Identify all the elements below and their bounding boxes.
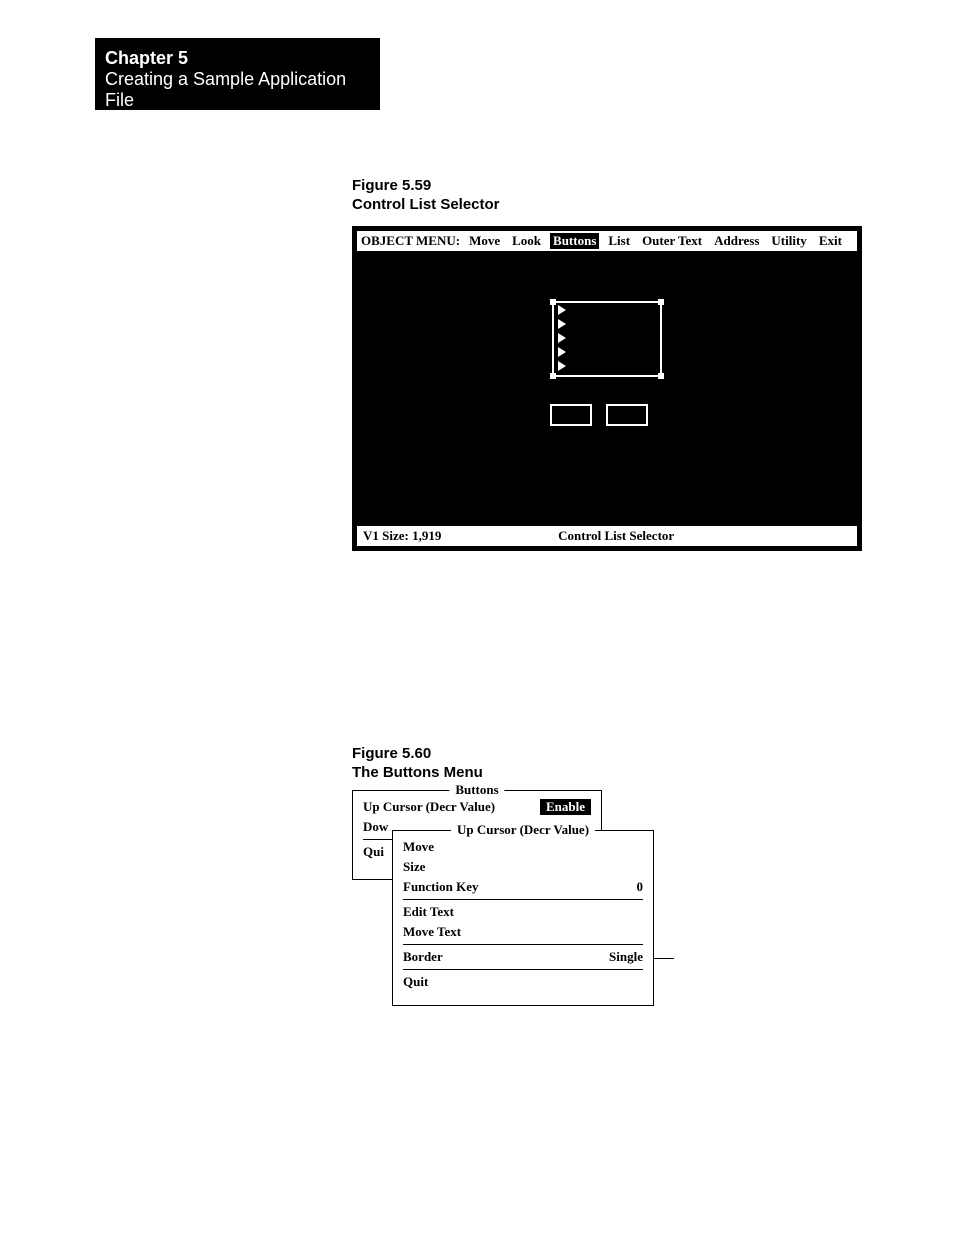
chapter-title: Creating a Sample Application File bbox=[105, 69, 370, 111]
list-selector-box[interactable] bbox=[552, 301, 662, 377]
figure-59-caption: Figure 5.59 Control List Selector bbox=[352, 177, 500, 215]
popup-title: Up Cursor (Decr Value) bbox=[451, 822, 595, 838]
status-center: Control List Selector bbox=[441, 528, 791, 544]
control-list-selector-screen: OBJECT MENU: Move Look Buttons List Oute… bbox=[352, 226, 862, 551]
popup-quit[interactable]: Quit bbox=[393, 972, 653, 992]
row-label: Dow bbox=[363, 819, 388, 835]
popup-row[interactable]: Size bbox=[393, 857, 653, 877]
resize-handle[interactable] bbox=[550, 373, 556, 379]
menu-item-exit[interactable]: Exit bbox=[816, 233, 845, 249]
menu-item-address[interactable]: Address bbox=[711, 233, 762, 249]
row-label: Function Key bbox=[403, 879, 478, 895]
divider bbox=[403, 969, 643, 970]
figure-title: Control List Selector bbox=[352, 196, 500, 215]
play-icon bbox=[558, 361, 566, 371]
figure-title: The Buttons Menu bbox=[352, 764, 483, 783]
play-icon bbox=[558, 347, 566, 357]
menu-item-utility[interactable]: Utility bbox=[768, 233, 809, 249]
quit-label: Quit bbox=[403, 974, 428, 990]
figure-number: Figure 5.59 bbox=[352, 177, 500, 196]
button-outline[interactable] bbox=[606, 404, 648, 426]
menu-item-list[interactable]: List bbox=[605, 233, 633, 249]
resize-handle[interactable] bbox=[550, 299, 556, 305]
figure-60-caption: Figure 5.60 The Buttons Menu bbox=[352, 745, 483, 783]
divider bbox=[403, 944, 643, 945]
divider bbox=[403, 899, 643, 900]
row-value-enable: Enable bbox=[540, 799, 591, 815]
figure-number: Figure 5.60 bbox=[352, 745, 483, 764]
popup-title: Buttons bbox=[449, 782, 504, 798]
row-label: Edit Text bbox=[403, 904, 454, 920]
row-label: Move bbox=[403, 839, 434, 855]
status-left: V1 Size: 1,919 bbox=[363, 528, 441, 544]
menu-item-outer-text[interactable]: Outer Text bbox=[639, 233, 705, 249]
play-icon bbox=[558, 319, 566, 329]
callout-leader bbox=[654, 958, 674, 959]
resize-handle[interactable] bbox=[658, 373, 664, 379]
row-label: Up Cursor (Decr Value) bbox=[363, 799, 495, 815]
popup-row[interactable]: Function Key 0 bbox=[393, 877, 653, 897]
menu-item-buttons[interactable]: Buttons bbox=[550, 233, 599, 249]
resize-handle[interactable] bbox=[658, 299, 664, 305]
popup-row[interactable]: Border Single bbox=[393, 947, 653, 967]
row-label: Move Text bbox=[403, 924, 461, 940]
row-label: Border bbox=[403, 949, 443, 965]
play-icon bbox=[558, 305, 566, 315]
row-label: Size bbox=[403, 859, 425, 875]
popup-row[interactable]: Edit Text bbox=[393, 902, 653, 922]
row-value: 0 bbox=[637, 879, 644, 895]
button-outline[interactable] bbox=[550, 404, 592, 426]
menu-item-move[interactable]: Move bbox=[466, 233, 503, 249]
menu-label: OBJECT MENU: bbox=[361, 233, 460, 249]
popup-row[interactable]: Up Cursor (Decr Value) Enable bbox=[353, 797, 601, 817]
menu-item-look[interactable]: Look bbox=[509, 233, 544, 249]
row-value: Single bbox=[609, 949, 643, 965]
up-cursor-popup: Up Cursor (Decr Value) Move Size Functio… bbox=[392, 830, 654, 1006]
quit-label: Qui bbox=[363, 844, 384, 860]
popup-row[interactable]: Move bbox=[393, 837, 653, 857]
chapter-number: Chapter 5 bbox=[105, 48, 370, 69]
chapter-header: Chapter 5 Creating a Sample Application … bbox=[95, 38, 380, 110]
play-icon bbox=[558, 333, 566, 343]
object-menu-bar: OBJECT MENU: Move Look Buttons List Oute… bbox=[357, 231, 857, 251]
status-bar: V1 Size: 1,919 Control List Selector bbox=[357, 526, 857, 546]
popup-row[interactable]: Move Text bbox=[393, 922, 653, 942]
